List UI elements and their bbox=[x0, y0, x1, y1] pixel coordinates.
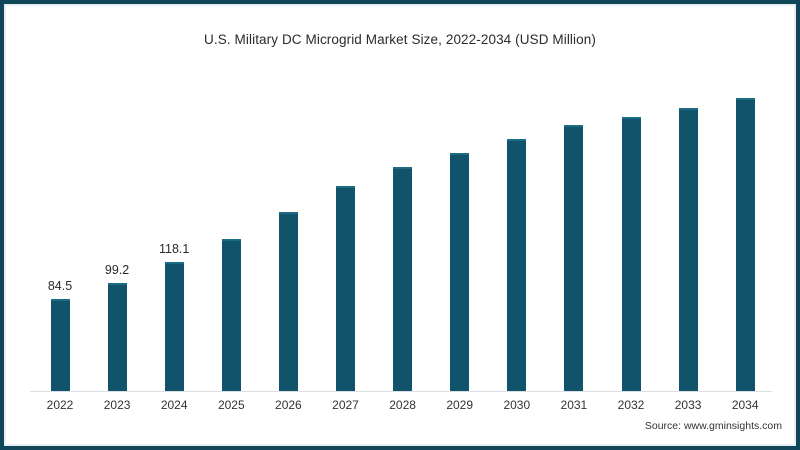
bar-2033 bbox=[678, 107, 698, 391]
bar-cap-2023 bbox=[107, 282, 127, 285]
source-note: Source: www.gminsights.com bbox=[644, 420, 782, 432]
bar-2023 bbox=[107, 282, 127, 391]
bar-value-label-2024: 118.1 bbox=[159, 242, 190, 257]
bar-2028 bbox=[393, 166, 413, 391]
bar-cap-2029 bbox=[450, 152, 470, 155]
bar-cap-2022 bbox=[50, 298, 70, 301]
x-tick-label-2033: 2033 bbox=[674, 398, 702, 412]
bar-2027 bbox=[336, 186, 355, 391]
bar-2032 bbox=[621, 116, 641, 391]
x-tick-label-2031: 2031 bbox=[560, 398, 588, 412]
x-tick-label-2022: 2022 bbox=[46, 398, 74, 412]
x-tick-label-2024: 2024 bbox=[160, 398, 188, 412]
x-tick-label-2030: 2030 bbox=[503, 398, 531, 412]
bar-cap-2028 bbox=[393, 166, 413, 169]
bar-2030 bbox=[507, 139, 527, 391]
x-tick-label-2032: 2032 bbox=[617, 398, 645, 412]
x-tick-label-2034: 2034 bbox=[731, 398, 759, 412]
bar-cap-2033 bbox=[678, 107, 698, 110]
bar-2025 bbox=[221, 238, 241, 391]
bar-cap-2024 bbox=[164, 262, 184, 265]
chart-title: U.S. Military DC Microgrid Market Size, … bbox=[204, 32, 596, 47]
bar-cap-2026 bbox=[278, 212, 298, 215]
x-tick-label-2028: 2028 bbox=[389, 398, 416, 412]
bar-2034 bbox=[735, 98, 755, 391]
x-axis-line bbox=[30, 391, 772, 392]
bar-2024 bbox=[164, 262, 184, 391]
x-tick-label-2025: 2025 bbox=[217, 398, 245, 412]
bar-value-label-2023: 99.2 bbox=[104, 262, 130, 277]
bar-value-label-2022: 84.5 bbox=[47, 278, 73, 293]
x-tick-label-2026: 2026 bbox=[275, 398, 302, 412]
bar-2029 bbox=[450, 152, 470, 391]
x-tick-label-2027: 2027 bbox=[332, 398, 359, 412]
x-tick-label-2029: 2029 bbox=[446, 398, 474, 412]
bar-2026 bbox=[278, 212, 298, 391]
x-tick-label-2023: 2023 bbox=[103, 398, 131, 412]
bar-cap-2030 bbox=[507, 139, 527, 142]
bar-2031 bbox=[564, 125, 584, 391]
bar-2022 bbox=[50, 298, 70, 391]
bar-cap-2034 bbox=[735, 98, 755, 101]
bar-cap-2027 bbox=[336, 186, 355, 189]
bar-cap-2031 bbox=[564, 125, 584, 128]
bar-cap-2032 bbox=[621, 116, 641, 119]
bar-cap-2025 bbox=[221, 238, 241, 241]
